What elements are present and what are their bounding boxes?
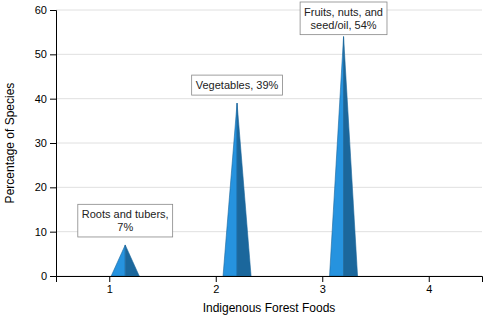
tick-mark — [50, 187, 56, 188]
tick-label: 60 — [35, 4, 47, 16]
annotation-text: Roots and tubers,7% — [82, 208, 169, 233]
tick-mark — [50, 10, 56, 11]
cone — [111, 245, 139, 276]
tick-mark — [216, 276, 217, 282]
annotation-line: 7% — [117, 221, 133, 233]
annotation: Vegetables, 39% — [192, 75, 283, 95]
cone-face — [223, 103, 237, 276]
annotation-text: Vegetables, 39% — [196, 79, 279, 91]
annotations: Roots and tubers,7% Vegetables, 39% Fruits… — [78, 2, 387, 237]
tick-mark — [50, 232, 56, 233]
annotation-line: Fruits, nuts, and — [304, 6, 383, 18]
tick: 0 — [41, 270, 56, 282]
tick: 4 — [426, 276, 432, 295]
annotation: Roots and tubers,7% — [78, 204, 173, 237]
grid-line — [56, 54, 482, 55]
tick-mark — [50, 276, 56, 277]
grid-line — [56, 187, 482, 188]
y-axis-title: Percentage of Species — [3, 83, 17, 204]
cone-face — [330, 37, 344, 276]
tick: 10 — [35, 226, 56, 238]
chart: 12340102030405060Roots and tubers,7%Vege… — [0, 0, 500, 320]
tick-label: 40 — [35, 93, 47, 105]
annotation-box — [300, 2, 387, 35]
grid-line — [56, 143, 482, 144]
tick-label: 3 — [320, 283, 326, 295]
cone-face — [344, 37, 358, 276]
axis-line — [57, 277, 483, 283]
tick: 30 — [35, 137, 56, 149]
tick-mark — [50, 143, 56, 144]
tick: 60 — [35, 4, 56, 16]
tick-mark — [322, 276, 323, 282]
tick-label: 1 — [107, 283, 113, 295]
cone-face — [125, 245, 139, 276]
tick-label: 2 — [213, 283, 219, 295]
grid — [56, 10, 482, 276]
cone — [223, 103, 251, 276]
tick: 50 — [35, 48, 56, 60]
tick-label: 20 — [35, 181, 47, 193]
tick-mark — [109, 276, 110, 282]
grid-line — [56, 98, 482, 99]
y-axis: 0 10 20 30 40 50 60 — [35, 4, 57, 282]
tick-mark — [50, 54, 56, 55]
marks — [111, 37, 357, 276]
tick-mark — [429, 276, 430, 282]
tick-label: 10 — [35, 226, 47, 238]
annotation: Fruits, nuts, andseed/oil, 54% — [300, 2, 387, 35]
x-axis: 1 2 3 4 — [57, 276, 483, 295]
tick: 40 — [35, 93, 56, 105]
plot: 12340102030405060Roots and tubers,7%Vege… — [35, 2, 483, 295]
cone-face — [237, 103, 251, 276]
annotation-text: Fruits, nuts, andseed/oil, 54% — [304, 6, 383, 31]
tick: 1 — [107, 276, 113, 295]
annotation-line: seed/oil, 54% — [311, 19, 377, 31]
tick-label: 4 — [426, 283, 432, 295]
annotation-line: Roots and tubers, — [82, 208, 169, 220]
annotation-box — [78, 204, 173, 237]
chart-container: 12340102030405060Roots and tubers,7%Vege… — [0, 0, 500, 320]
annotation-line: Vegetables, 39% — [196, 79, 279, 91]
tick: 2 — [213, 276, 219, 295]
tick-label: 30 — [35, 137, 47, 149]
cone-face — [111, 245, 125, 276]
axis-line — [50, 11, 57, 277]
x-axis-title: Indigenous Forest Foods — [203, 301, 336, 315]
tick-label: 0 — [41, 270, 47, 282]
grid-line — [56, 10, 482, 11]
annotation-box — [192, 75, 283, 95]
tick: 20 — [35, 181, 56, 193]
cone — [330, 37, 358, 276]
tick-mark — [50, 99, 56, 100]
tick: 3 — [320, 276, 326, 295]
tick-label: 50 — [35, 48, 47, 60]
